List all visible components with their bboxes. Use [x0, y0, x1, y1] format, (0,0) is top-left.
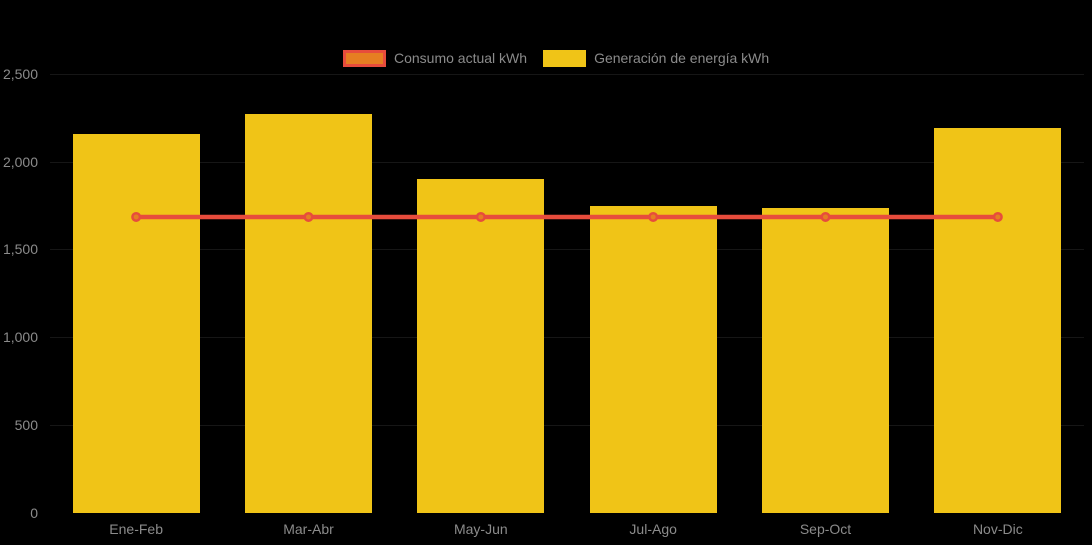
x-tick-label: Mar-Abr	[283, 521, 334, 537]
consumo-line-point[interactable]	[131, 211, 142, 222]
bar-generacion[interactable]	[72, 133, 200, 513]
bar-generacion[interactable]	[762, 208, 889, 513]
line-series-consumo	[131, 211, 1003, 222]
plot-area	[50, 74, 1084, 513]
x-tick-label: Jul-Ago	[629, 521, 677, 537]
consumo-line-point[interactable]	[648, 211, 659, 222]
y-tick-label: 0	[30, 504, 38, 521]
y-tick-label: 1,000	[2, 329, 38, 346]
bar-generacion[interactable]	[589, 205, 717, 513]
legend-item-consumo[interactable]: Consumo actual kWh	[343, 50, 527, 67]
legend-swatch-generacion-icon	[543, 50, 587, 67]
y-axis: 0 500 1,000 1,500 2,000 2,500	[0, 0, 38, 545]
y-tick-label: 500	[14, 416, 38, 433]
x-tick-label: May-Jun	[453, 521, 508, 537]
y-tick-label: 2,000	[2, 153, 38, 170]
gridline	[50, 74, 1084, 75]
chart-legend: Consumo actual kWh Generación de energía…	[343, 50, 769, 67]
y-tick-label: 1,500	[2, 241, 38, 258]
x-axis: Ene-Feb Mar-Abr May-Jun Jul-Ago Sep-Oct Nov-D…	[50, 521, 1084, 541]
legend-item-generacion[interactable]: Generación de energía kWh	[543, 50, 769, 67]
bar-generacion[interactable]	[417, 179, 545, 513]
legend-swatch-consumo-icon	[343, 50, 386, 67]
legend-label-generacion: Generación de energía kWh	[594, 50, 770, 66]
consumo-line-point[interactable]	[475, 211, 486, 222]
x-tick-label: Ene-Feb	[109, 521, 164, 537]
gridline	[50, 337, 1084, 339]
bar-generacion[interactable]	[245, 114, 372, 513]
x-tick-label: Sep-Oct	[799, 521, 852, 537]
bar-generacion[interactable]	[934, 128, 1062, 513]
consumo-line-point[interactable]	[303, 211, 314, 222]
consumo-line-point[interactable]	[820, 211, 831, 222]
gridline	[50, 249, 1084, 251]
legend-label-consumo: Consumo actual kWh	[394, 50, 528, 66]
consumo-line-point[interactable]	[992, 211, 1003, 222]
y-tick-label: 2,500	[2, 66, 38, 82]
gridline	[50, 161, 1084, 163]
x-tick-label: Nov-Dic	[972, 521, 1023, 537]
gridline	[50, 424, 1084, 426]
